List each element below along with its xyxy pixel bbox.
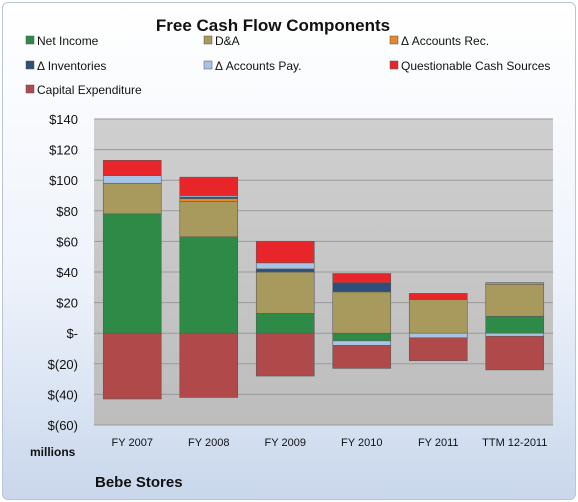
units-label: millions (30, 445, 76, 459)
legend-swatch-capital-expenditure (25, 84, 35, 94)
bar-net-income-ttm-12-2011 (485, 316, 545, 334)
bar-accounts-pay-ttm-12-2011 (485, 332, 545, 337)
bar-accounts-rec-fy-2008 (179, 198, 239, 202)
bar-questionable-cash-sources-fy-2007 (102, 160, 162, 176)
bar-d-a-fy-2008 (179, 201, 239, 238)
y-tick-label: $100 (49, 173, 78, 188)
bar-accounts-pay-fy-2007 (102, 175, 162, 184)
chart-title: Free Cash Flow Components (156, 16, 390, 35)
bar-d-a-fy-2010 (332, 291, 392, 334)
bar-d-a-fy-2007 (102, 182, 162, 215)
bar-capital-expenditure-fy-2007 (102, 332, 162, 400)
bar-net-income-fy-2007 (102, 213, 162, 334)
bar-capital-expenditure-ttm-12-2011 (485, 335, 545, 371)
legend: Net Income D&A Δ Accounts Rec. Δ Inventorie… (25, 34, 550, 97)
bar-capital-expenditure-fy-2008 (179, 332, 239, 398)
bar-net-income-fy-2008 (179, 236, 239, 334)
bar-capital-expenditure-fy-2011 (408, 337, 468, 362)
bar-accounts-pay-fy-2011 (408, 332, 468, 339)
bar-capital-expenditure-fy-2009 (255, 332, 315, 377)
bar-inventories-fy-2009 (255, 268, 315, 273)
y-tick-label: $(60) (48, 418, 78, 433)
legend-swatch-questionable-cash-sources (389, 60, 399, 70)
bar-questionable-cash-sources-fy-2010 (332, 273, 392, 284)
y-tick-label: $60 (56, 234, 78, 249)
y-tick-label: $120 (49, 143, 78, 158)
y-tick-label: $40 (56, 265, 78, 280)
y-tick-label: $80 (56, 204, 78, 219)
legend-swatch-net-income (25, 35, 35, 45)
bar-d-a-fy-2009 (255, 271, 315, 314)
bar-d-a-fy-2011 (408, 299, 468, 334)
bar-capital-expenditure-fy-2010 (332, 345, 392, 369)
legend-swatch-d-a (203, 35, 213, 45)
y-tick-label: $140 (49, 112, 78, 127)
legend-label-accounts-rec: Δ Accounts Rec. (401, 34, 489, 48)
bar-accounts-pay-fy-2009 (255, 262, 315, 270)
legend-label-accounts-pay: Δ Accounts Pay. (215, 59, 302, 73)
legend-label-capital-expenditure: Capital Expenditure (37, 83, 142, 97)
legend-label-net-income: Net Income (37, 34, 99, 48)
bar-questionable-cash-sources-fy-2009 (255, 241, 315, 264)
x-tick-label: FY 2011 (418, 437, 459, 449)
bar-net-income-fy-2009 (255, 313, 315, 334)
bar-d-a-ttm-12-2011 (485, 283, 545, 317)
y-tick-label: $(20) (48, 357, 78, 372)
bar-accounts-rec-ttm-12-2011 (485, 282, 545, 285)
bar-inventories-fy-2010 (332, 282, 392, 293)
x-tick-label: FY 2009 (265, 437, 306, 449)
legend-label-d-a: D&A (215, 34, 240, 48)
y-tick-label: $- (66, 326, 78, 341)
bar-net-income-fy-2010 (332, 332, 392, 342)
y-tick-label: $20 (56, 296, 78, 311)
x-tick-label: TTM 12-2011 (482, 437, 547, 449)
legend-label-inventories: Δ Inventories (37, 59, 106, 73)
bar-questionable-cash-sources-fy-2008 (179, 176, 239, 196)
legend-swatch-inventories (25, 60, 35, 70)
y-axis-labels: $140 $120 $100 $80 $60 $40 $20 $- $(20) $(40) $(60… (48, 112, 78, 433)
legend-swatch-accounts-pay (203, 60, 213, 70)
x-tick-label: FY 2010 (341, 437, 382, 449)
gridlines (94, 118, 553, 426)
y-tick-label: $(40) (48, 387, 78, 402)
x-tick-label: FY 2008 (188, 437, 229, 449)
bar-questionable-cash-sources-fy-2011 (408, 293, 468, 300)
legend-label-questionable-cash-sources: Questionable Cash Sources (401, 59, 550, 73)
company-name: Bebe Stores (95, 474, 183, 491)
bar-accounts-pay-fy-2010 (332, 340, 392, 346)
legend-swatch-accounts-rec (389, 35, 399, 45)
x-axis-labels: FY 2007 FY 2008 FY 2009 FY 2010 FY 2011 TTM 1… (112, 437, 548, 449)
bars (102, 160, 545, 400)
x-tick-label: FY 2007 (112, 437, 153, 449)
